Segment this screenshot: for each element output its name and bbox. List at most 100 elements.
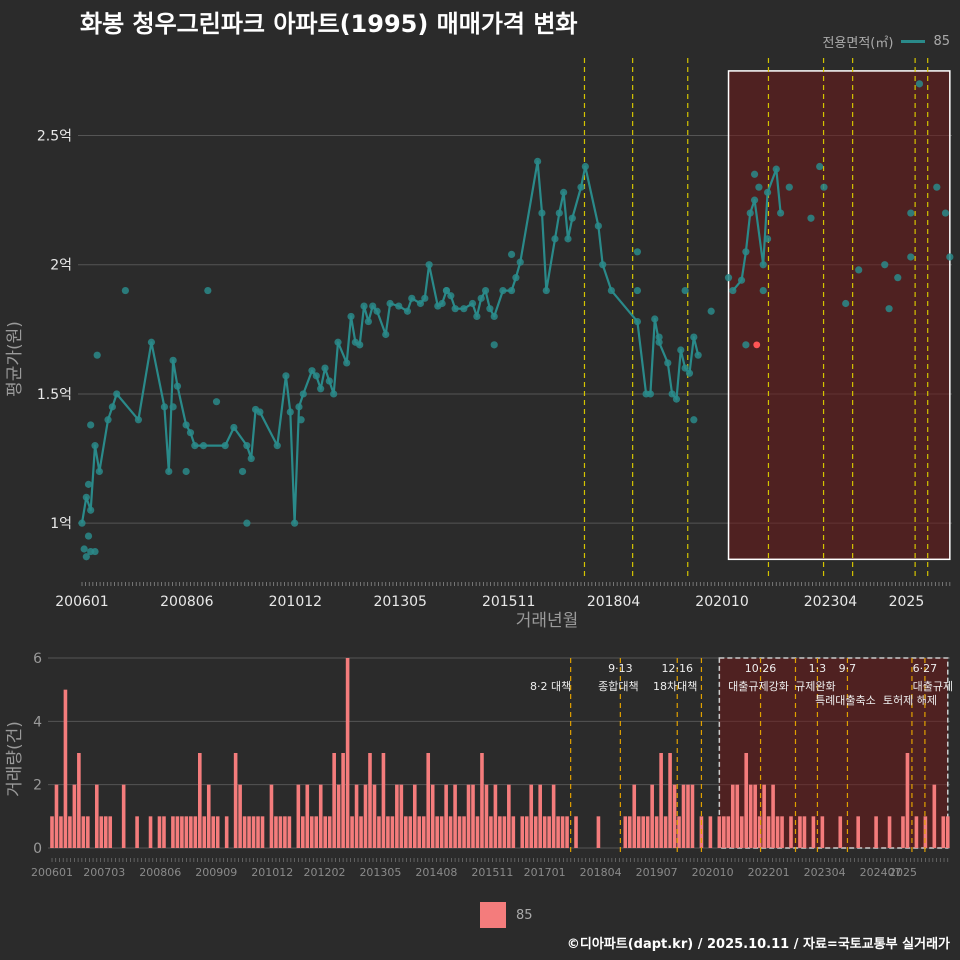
volume-bar [404, 816, 408, 848]
volume-bar [914, 816, 919, 848]
data-point [946, 253, 954, 261]
volume-bar [421, 816, 426, 848]
data-point [820, 183, 828, 191]
policy-label: 8·2 대책 [530, 680, 571, 693]
volume-bar [757, 816, 762, 848]
policy-label: 18차대책 [653, 680, 697, 693]
volume-bar [507, 784, 511, 848]
volume-bar [54, 784, 59, 848]
volume-bar [753, 784, 757, 848]
volume-bar [789, 816, 793, 848]
data-point [238, 467, 247, 476]
data-point [651, 315, 659, 323]
data-point [147, 338, 156, 346]
x-tick-label: 202407 [860, 866, 902, 879]
volume-bar [189, 816, 193, 848]
volume-bar [162, 816, 166, 848]
x-tick-label: 202201 [748, 866, 790, 879]
series-line [80, 160, 700, 525]
data-point [212, 398, 221, 406]
volume-bar [735, 784, 740, 848]
data-point [93, 351, 101, 359]
volume-bar [198, 753, 202, 848]
data-point [364, 317, 372, 326]
volume-bar [547, 816, 551, 848]
data-point [481, 286, 490, 295]
data-point [894, 274, 902, 282]
legend-bottom: 85 [480, 902, 533, 928]
data-point [655, 338, 663, 346]
volume-bar [180, 816, 184, 848]
volume-bar [717, 816, 722, 848]
volume-bar [636, 816, 641, 848]
data-point [477, 294, 485, 302]
x-axis-label: 거래년월 [516, 611, 579, 631]
volume-bar [72, 784, 77, 848]
volume-bar [202, 816, 207, 848]
data-point [386, 299, 394, 308]
x-tick-label: 202304 [804, 594, 858, 610]
data-point [816, 162, 824, 171]
price-chart: 1억 1.5억 2억 2.5억 200601 200806 201012 201305 2015… [5, 58, 954, 631]
volume-bar [94, 784, 99, 848]
data-point [395, 302, 403, 310]
data-point [742, 341, 750, 349]
policy-date: 9·13 [608, 662, 633, 675]
volume-bar [771, 784, 775, 848]
volume-bar [932, 784, 937, 848]
volume-bar [739, 816, 744, 848]
data-point [468, 299, 477, 308]
data-point [95, 467, 103, 476]
data-point [80, 545, 88, 553]
volume-bar [905, 753, 910, 848]
volume-bar [238, 784, 242, 848]
data-point [204, 286, 212, 295]
data-point [186, 429, 195, 437]
volume-bar [224, 816, 229, 848]
volume-bar [121, 784, 126, 848]
x-tick-label: 201701 [524, 866, 566, 879]
data-point [694, 351, 702, 359]
volume-bar [184, 816, 189, 848]
data-point [330, 390, 338, 398]
data-point [182, 421, 190, 429]
data-point [425, 261, 433, 269]
data-point [182, 467, 190, 476]
volume-bar [430, 784, 435, 848]
data-point [759, 286, 767, 295]
volume-bar [766, 816, 771, 848]
data-point [763, 235, 772, 243]
volume-bar [811, 816, 816, 848]
data-point [507, 286, 516, 295]
data-point [134, 416, 143, 424]
volume-bar [256, 816, 260, 848]
data-point [173, 382, 182, 390]
volume-bar [901, 816, 905, 848]
data-point [594, 222, 602, 230]
data-point [599, 261, 607, 269]
volume-bar [318, 784, 323, 848]
volume-bar [663, 816, 668, 848]
data-point [941, 209, 950, 217]
data-point [677, 346, 685, 354]
volume-bar [722, 816, 726, 848]
data-point [451, 305, 459, 313]
data-point [108, 403, 116, 411]
volume-bar [493, 784, 498, 848]
data-point [299, 390, 307, 398]
data-point [369, 302, 377, 310]
volume-bar [439, 816, 444, 848]
volume-bar [524, 816, 529, 848]
volume-bar [838, 816, 843, 848]
chart-title: 화봉 청우그린파크 아파트(1995) 매매가격 변화 [80, 10, 578, 38]
data-point [247, 454, 255, 463]
data-point [750, 196, 759, 204]
x-tick-label: 201804 [580, 866, 622, 879]
volume-bar [502, 816, 507, 848]
data-point [772, 165, 780, 173]
data-point [646, 390, 655, 398]
volume-bar [296, 784, 301, 848]
data-point [577, 183, 585, 191]
data-point [690, 333, 698, 341]
